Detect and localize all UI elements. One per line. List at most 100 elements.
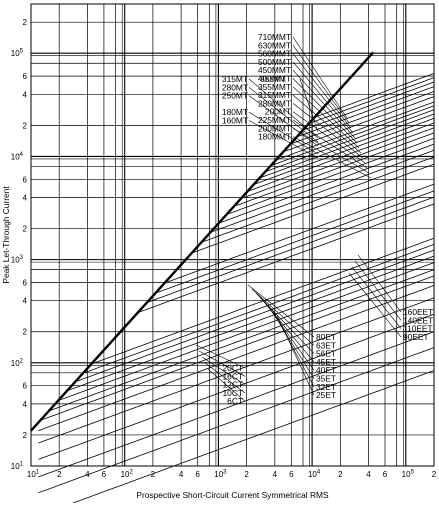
y-tick-label: 6: [23, 279, 28, 288]
series-line-450mmt: [289, 91, 435, 145]
leader-line: [351, 266, 402, 329]
series-label-80et: 80ET: [316, 332, 336, 342]
y-tick-base: 2: [23, 431, 28, 440]
y-tick-label: 4: [23, 400, 28, 409]
series-line-56et: [75, 249, 435, 383]
series-label-6ct: 6CT: [227, 396, 243, 406]
x-tick-label: 104: [308, 470, 321, 480]
y-tick-exponent: 4: [20, 152, 24, 158]
x-tick-base: 4: [179, 470, 184, 479]
y-axis-title: Peak Let-Through Current: [1, 186, 11, 284]
series-label-160mt: 160MT: [222, 116, 248, 126]
leader-line: [292, 61, 354, 134]
y-tick-label: 103: [11, 255, 24, 265]
series-label-200mt: 200MT: [265, 107, 291, 117]
label-leaders: [195, 36, 402, 402]
y-tick-label: 4: [23, 90, 28, 99]
series-line-32et: [40, 275, 435, 421]
x-tick-base: 2: [432, 470, 437, 479]
y-tick-label: 6: [23, 72, 28, 81]
series-label-40et: 40ET: [316, 365, 336, 375]
series-line-16ct: [38, 313, 435, 460]
x-tick-base: 4: [366, 470, 371, 479]
y-tick-label: 2: [23, 225, 28, 234]
x-tick-base: 10: [402, 470, 411, 479]
leader-line: [292, 103, 364, 159]
x-tick-label: 6: [102, 470, 107, 479]
x-tick-label: 4: [179, 470, 184, 479]
leader-line: [248, 120, 319, 159]
series-label-25et: 25ET: [316, 390, 336, 400]
x-tick-label: 2: [57, 470, 62, 479]
leader-line: [201, 356, 246, 385]
y-tick-label: 102: [11, 358, 24, 368]
series-line-10ct: [38, 347, 435, 494]
x-tick-base: 4: [85, 470, 90, 479]
series-label-90eet: 90EET: [403, 332, 429, 342]
series-line-160mt: [191, 163, 435, 254]
x-tick-label: 2: [432, 470, 437, 479]
series-line-20ct: [38, 297, 435, 444]
series-line-90eet: [137, 203, 435, 313]
series-line-180mt: [201, 156, 435, 243]
leader-line: [348, 272, 402, 338]
series-line-400mmt: [283, 96, 435, 153]
series-line-710mmt: [314, 73, 435, 118]
x-tick-label: 6: [383, 470, 388, 479]
y-tick-label: 6: [23, 175, 28, 184]
series-line-45et: [66, 255, 435, 392]
x-tick-label: 2: [244, 470, 249, 479]
x-tick-base: 10: [214, 470, 223, 479]
x-tick-label: 2: [151, 470, 156, 479]
x-tick-exponent: 3: [223, 470, 227, 476]
series-label-225mmt: 225MMT: [258, 115, 291, 125]
y-tick-label: 2: [23, 431, 28, 440]
series-line-280mmt: [247, 122, 435, 192]
series-label-450mmt: 450MMT: [258, 65, 291, 75]
y-tick-base: 10: [11, 49, 20, 58]
leader-line: [292, 119, 368, 169]
y-tick-base: 4: [23, 90, 28, 99]
y-tick-label: 6: [23, 382, 28, 391]
series-line-80et: [91, 237, 435, 365]
leader-line: [299, 78, 319, 133]
leader-line: [292, 36, 348, 119]
series-label-560mmt: 560MMT: [258, 49, 291, 59]
y-tick-base: 6: [23, 279, 28, 288]
x-tick-base: 6: [383, 470, 388, 479]
x-tick-label: 6: [289, 470, 294, 479]
leader-line: [204, 362, 246, 394]
x-tick-exponent: 1: [36, 470, 40, 476]
series-label-710mmt: 710MMT: [258, 32, 291, 42]
series-label-315mmt: 315MMT: [258, 90, 291, 100]
x-tick-base: 2: [338, 470, 343, 479]
y-tick-exponent: 1: [20, 462, 24, 468]
leader-line: [357, 254, 402, 313]
series-label-35et: 35ET: [316, 374, 336, 384]
series-line-40et: [58, 262, 435, 401]
leader-line: [292, 94, 362, 154]
series-line-200mmt: [218, 143, 435, 224]
series-line-35et: [48, 269, 435, 412]
y-tick-label: 2: [23, 121, 28, 130]
leader-line: [248, 111, 319, 155]
series-line-250mt: [240, 127, 435, 200]
leader-line: [198, 350, 246, 377]
leader-line: [248, 95, 319, 147]
y-tick-label: 4: [23, 297, 28, 306]
x-tick-base: 4: [273, 470, 278, 479]
y-tick-base: 10: [11, 256, 20, 265]
y-tick-base: 2: [23, 121, 28, 130]
series-line-315mmt: [259, 113, 435, 179]
leader-line: [292, 86, 360, 149]
series-line-6ct: [58, 370, 435, 508]
leader-line: [195, 344, 246, 369]
series-line-160eet: [164, 183, 435, 284]
reference-line: [30, 51, 375, 432]
leader-line: [247, 284, 315, 338]
x-tick-label: 4: [366, 470, 371, 479]
y-tick-base: 6: [23, 72, 28, 81]
series-line-225mmt: [226, 137, 435, 215]
y-tick-label: 4: [23, 193, 28, 202]
leader-line: [248, 87, 319, 143]
